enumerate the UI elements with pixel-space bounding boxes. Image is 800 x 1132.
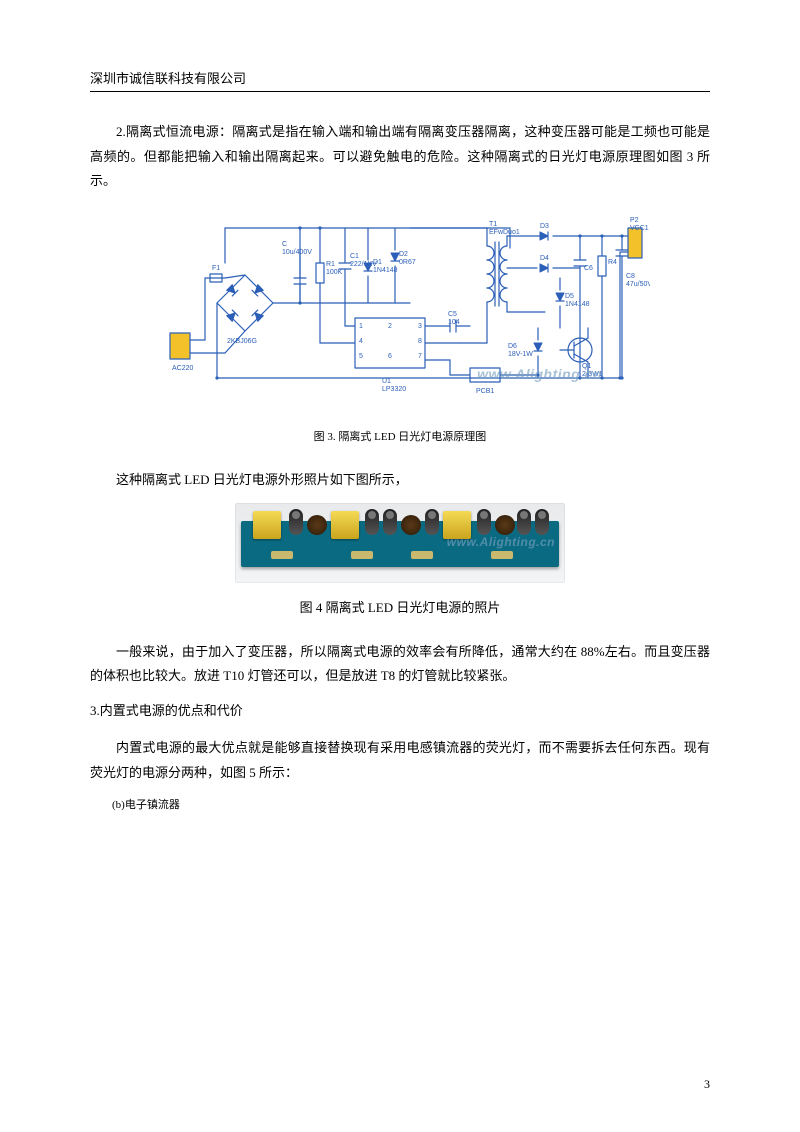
svg-text:R4: R4 [608, 259, 617, 266]
svg-text:C1: C1 [350, 253, 359, 260]
svg-text:C6: C6 [584, 265, 593, 272]
svg-text:100K: 100K [326, 269, 343, 276]
svg-text:D5: D5 [565, 293, 574, 300]
svg-text:AC220: AC220 [172, 365, 194, 372]
header-rule [90, 91, 710, 92]
svg-text:3: 3 [418, 323, 422, 330]
paragraph-3: 一般来说，由于加入了变压器，所以隔离式电源的效率会有所降低，通常大约在 88%左… [90, 640, 710, 689]
svg-text:T1: T1 [489, 221, 497, 228]
svg-text:6: 6 [388, 353, 392, 360]
svg-text:C5: C5 [448, 311, 457, 318]
page-number: 3 [704, 1077, 710, 1092]
figure-4-caption: 图 4 隔离式 LED 日光灯电源的照片 [90, 597, 710, 616]
svg-text:D4: D4 [540, 255, 549, 262]
figure-3-circuit-diagram: AC220F12KBJ06GC10u/400VR1100KC1222/1KVD1… [150, 208, 650, 418]
page-header: 深圳市诚信联科技有限公司 [90, 68, 710, 87]
svg-text:5: 5 [359, 353, 363, 360]
figure-3-caption: 图 3. 隔离式 LED 日光灯电源原理图 [90, 428, 710, 444]
section-3-heading: 3.内置式电源的优点和代价 [90, 699, 710, 724]
watermark-text: www.Alighting.cn [477, 366, 602, 382]
svg-text:18V-1W: 18V-1W [508, 351, 533, 358]
svg-text:D6: D6 [508, 343, 517, 350]
svg-text:1N4148: 1N4148 [565, 301, 590, 308]
svg-text:C: C [282, 241, 287, 248]
paragraph-5: (b)电子镇流器 [90, 795, 710, 816]
svg-text:47u/50V: 47u/50V [626, 281, 650, 288]
svg-text:VCC1: VCC1 [630, 225, 649, 232]
svg-text:PCB1: PCB1 [476, 388, 494, 395]
svg-text:D2: D2 [399, 251, 408, 258]
svg-text:7: 7 [418, 353, 422, 360]
svg-text:104: 104 [448, 319, 460, 326]
circuit-svg: AC220F12KBJ06GC10u/400VR1100KC1222/1KVD1… [150, 208, 650, 418]
svg-text:8: 8 [418, 338, 422, 345]
svg-text:1: 1 [359, 323, 363, 330]
svg-text:2: 2 [388, 323, 392, 330]
paragraph-2: 这种隔离式 LED 日光灯电源外形照片如下图所示， [90, 468, 710, 493]
pcb-watermark: www.Alighting.cn [447, 535, 555, 549]
svg-text:0R67: 0R67 [399, 259, 416, 266]
paragraph-1: 2.隔离式恒流电源：隔离式是指在输入端和输出端有隔离变压器隔离，这种变压器可能是… [90, 120, 710, 194]
svg-text:EFwDuo1: EFwDuo1 [489, 229, 520, 236]
svg-text:F1: F1 [212, 265, 220, 272]
svg-text:10u/400V: 10u/400V [282, 249, 312, 256]
svg-text:2KBJ06G: 2KBJ06G [227, 338, 257, 345]
svg-text:C8: C8 [626, 273, 635, 280]
svg-text:R1: R1 [326, 261, 335, 268]
figure-4-pcb-photo: www.Alighting.cn [235, 503, 565, 583]
svg-text:1N4148: 1N4148 [373, 267, 398, 274]
svg-text:D3: D3 [540, 223, 549, 230]
paragraph-4: 内置式电源的最大优点就是能够直接替换现有采用电感镇流器的荧光灯，而不需要拆去任何… [90, 736, 710, 785]
svg-text:U1: U1 [382, 378, 391, 385]
svg-text:4: 4 [359, 338, 363, 345]
svg-text:LP3320: LP3320 [382, 386, 406, 393]
svg-text:P2: P2 [630, 217, 639, 224]
svg-text:D1: D1 [373, 259, 382, 266]
